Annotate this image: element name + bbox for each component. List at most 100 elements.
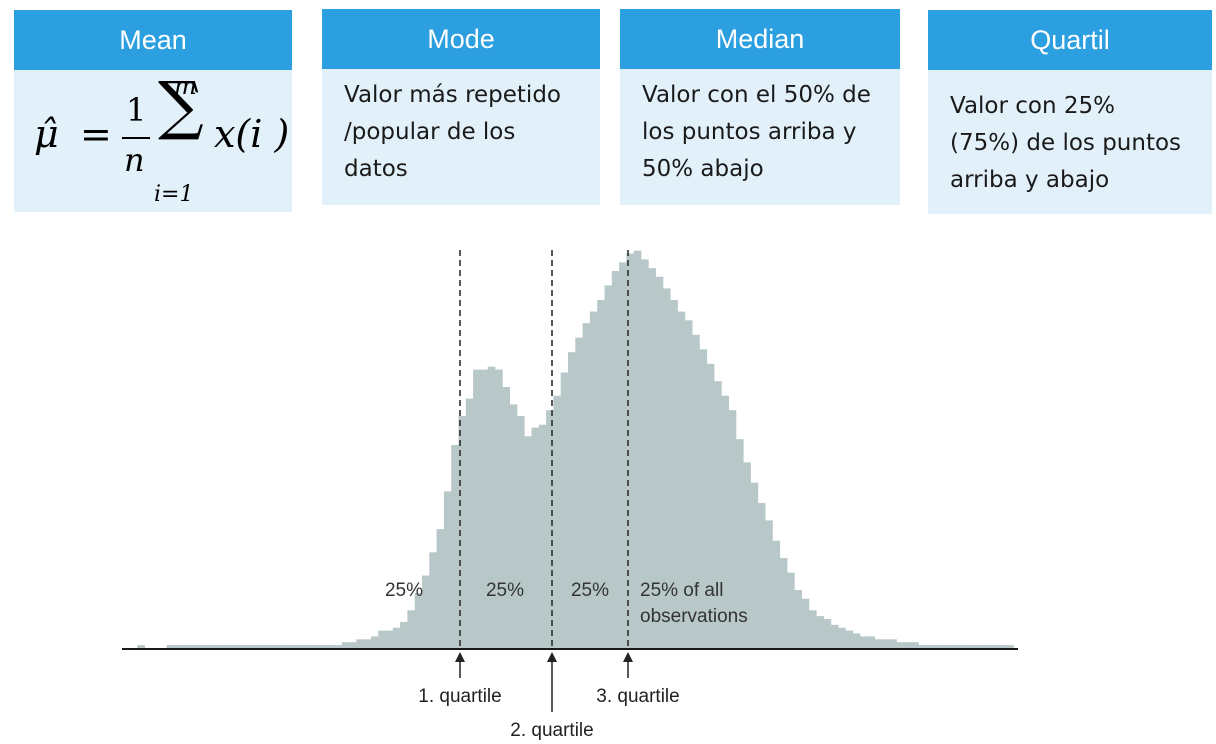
histogram-bar <box>874 639 883 648</box>
histogram-bar <box>838 627 846 648</box>
histogram-bar <box>217 645 226 648</box>
mode-line-1: Valor más repetido <box>344 82 561 108</box>
histogram-bar <box>896 642 905 648</box>
histogram-bar <box>203 645 211 648</box>
histogram-bar <box>823 619 832 648</box>
quartile-3-arrow-head <box>623 652 633 662</box>
mode-card: Mode Valor más repetido /popular de los … <box>322 9 600 205</box>
median-line-2: los puntos arriba y <box>642 119 857 145</box>
histogram-bar <box>422 575 430 648</box>
histogram-bar <box>816 616 824 648</box>
quartile-2-arrow-head <box>547 652 557 662</box>
histogram-bar <box>210 645 218 648</box>
median-card: Median Valor con el 50% de los puntos ar… <box>620 9 900 205</box>
histogram-bar <box>297 645 306 648</box>
mean-formula: μ̂ = 1 n m ∑ i=1 x(i ) <box>14 70 292 212</box>
quartil-line-2: (75%) de los puntos <box>950 130 1182 156</box>
histogram-bar <box>889 639 897 648</box>
histogram-bar <box>334 645 343 648</box>
formula-equals: = <box>80 112 112 156</box>
histogram-bar <box>385 630 394 648</box>
histogram-bar <box>290 645 299 648</box>
histogram-bar <box>772 540 781 648</box>
histogram-bar <box>400 621 408 648</box>
formula-fraction-bar <box>122 137 150 139</box>
quartil-card: Quartil Valor con 25% (75%) de los punto… <box>928 10 1212 214</box>
histogram-bar <box>845 630 854 648</box>
histogram-bar <box>341 642 350 648</box>
mean-formula-expression: μ̂ = 1 n m ∑ i=1 x(i ) <box>14 70 292 212</box>
histogram-bar <box>232 645 240 648</box>
histogram-bar <box>582 323 591 648</box>
histogram-bar <box>392 627 401 648</box>
histogram-bar <box>1006 645 1014 648</box>
histogram-bar <box>188 645 197 648</box>
histogram-bar <box>714 381 722 648</box>
histogram-bar <box>378 630 386 648</box>
histogram-bar <box>465 398 474 648</box>
histogram-bar <box>276 645 284 648</box>
histogram-bar <box>757 503 766 648</box>
histogram-bar <box>911 642 919 648</box>
histogram-bar <box>852 633 861 648</box>
histogram-bar <box>743 462 751 648</box>
region-label-4-continued: observations <box>640 606 748 627</box>
histogram-bar <box>976 645 985 648</box>
histogram-bar <box>443 491 452 648</box>
histogram-bar <box>933 645 941 648</box>
histogram-bar <box>765 520 773 648</box>
formula-numerator: 1 <box>126 91 147 129</box>
quartile-1-marker: 1. quartile <box>418 250 502 707</box>
histogram-bar <box>538 424 547 648</box>
histogram-bar <box>436 529 445 648</box>
quartil-description: Valor con 25% (75%) de los puntos arriba… <box>928 70 1212 214</box>
histogram-bar <box>728 410 737 648</box>
formula-denominator: n <box>124 141 145 179</box>
histogram-bar <box>363 639 372 648</box>
histogram-bar <box>509 404 518 648</box>
median-line-1: Valor con el 50% de <box>642 82 871 108</box>
histogram-bar <box>312 645 321 648</box>
histogram-bar <box>940 645 948 648</box>
histogram-bar <box>246 645 255 648</box>
histogram-bar <box>721 395 729 648</box>
histogram-bar <box>860 636 868 648</box>
formula-term: x(i ) <box>214 112 290 156</box>
histogram-bar <box>677 311 686 648</box>
histogram-bar <box>750 482 759 648</box>
histogram-bar <box>458 416 467 648</box>
histogram-bar <box>779 558 788 648</box>
histogram-bar <box>801 598 810 648</box>
median-line-3: 50% abajo <box>642 156 764 182</box>
histogram-bar <box>589 311 598 648</box>
histogram-bar <box>480 369 489 648</box>
histogram-bar <box>954 645 963 648</box>
quartile-2-marker: 2. quartile <box>510 250 594 741</box>
histogram-bar <box>195 645 204 648</box>
region-label-3: 25% <box>571 580 609 601</box>
quartil-line-1: Valor con 25% <box>950 93 1115 119</box>
mode-line-3: datos <box>344 156 408 182</box>
histogram-bar <box>524 436 532 648</box>
histogram-bar <box>487 366 496 648</box>
histogram-bar <box>414 592 423 648</box>
histogram-bar <box>655 276 664 648</box>
histogram-bar <box>641 259 649 648</box>
histogram-bar <box>553 395 562 648</box>
histogram-bar <box>991 645 1000 648</box>
histogram-bar <box>604 285 613 648</box>
region-label-2: 25% <box>486 580 524 601</box>
histogram-bar <box>787 572 795 648</box>
histogram-bar <box>648 268 656 648</box>
histogram-bar <box>619 262 627 648</box>
histogram-bar <box>173 645 182 648</box>
median-description: Valor con el 50% de los puntos arriba y … <box>620 69 900 205</box>
histogram-bar <box>692 334 700 648</box>
histogram-bar <box>546 410 554 648</box>
histogram-bar <box>370 636 379 648</box>
histogram-bar <box>239 645 248 648</box>
histogram-bar <box>254 645 262 648</box>
quartile-1-arrow-head <box>455 652 465 662</box>
histogram-bar <box>283 645 291 648</box>
